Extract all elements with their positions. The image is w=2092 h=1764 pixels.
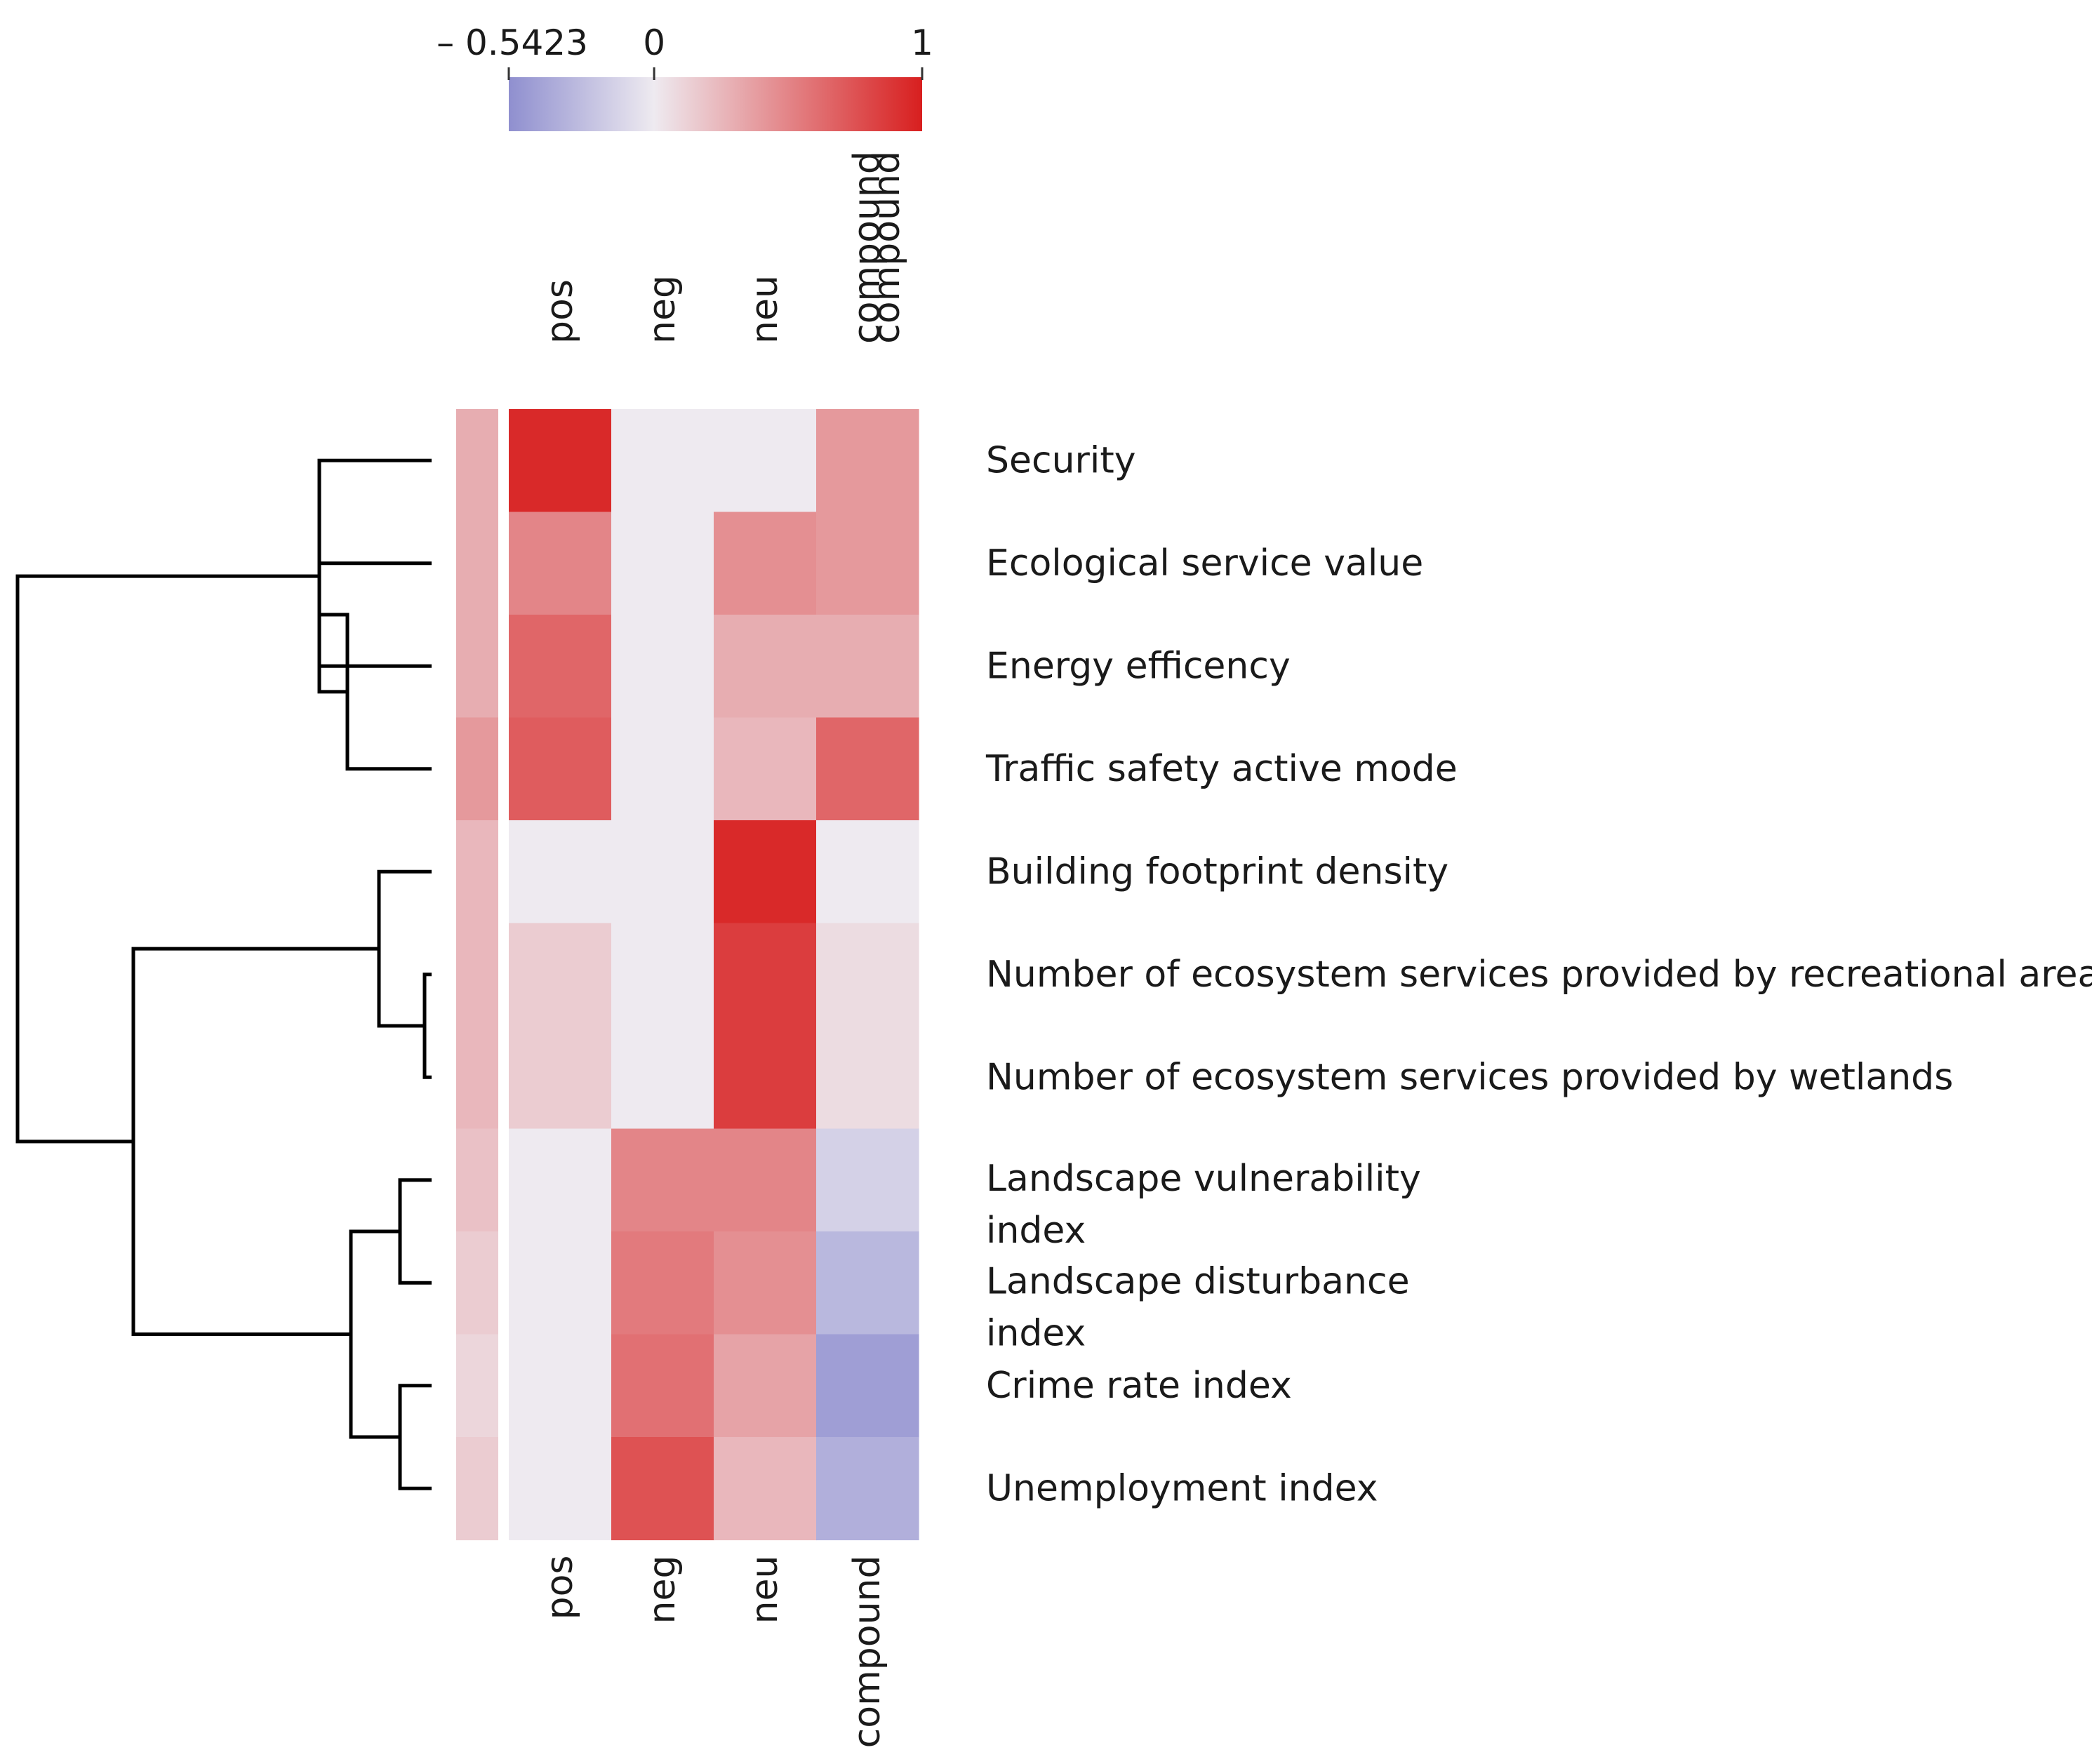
colorbar-label: compound [866,151,908,344]
heatmap-cell [611,1026,714,1130]
heatmap-cell [816,1128,919,1232]
annotation-cell [456,1231,498,1335]
dendrogram-link [15,574,319,1144]
dendrogram-link [317,458,432,694]
annotation-cell [456,820,498,924]
annotation-cell [456,512,498,615]
top-column-labels: pos neg neu compound [539,151,888,344]
column-label-bottom-neg: neg [641,1556,684,1624]
heatmap-cell [816,409,919,513]
row-label: Number of ecosystem services provided by… [986,1056,1953,1098]
column-label-top-neg: neg [641,275,684,344]
colorbar-gradient [509,77,922,131]
dendrogram-link [422,973,432,1079]
row-label: Landscape vulnerability [986,1158,1421,1200]
heatmap-cell [509,1128,612,1232]
colorbar: – 0.5423 0 1 [437,22,933,131]
heatmap-cell [611,820,714,924]
heatmap-cell [509,923,612,1027]
heatmap-cell [714,512,817,615]
heatmap-cell [714,820,817,924]
heatmap-cell [714,717,817,821]
heatmap-cell [816,512,919,615]
heatmap-cell [509,1437,612,1541]
row-label: Building footprint density [986,850,1448,893]
annotation-cell [456,1334,498,1438]
column-label-bottom-pos: pos [539,1556,581,1620]
heatmap-cell [714,1026,817,1130]
heatmap-cell [509,1334,612,1438]
heatmap-cell [714,1231,817,1335]
row-label: Security [986,439,1136,481]
heatmap-cell [714,923,817,1027]
colorbar-ticks: – 0.5423 0 1 [437,22,933,80]
row-label: Unemployment index [986,1467,1378,1509]
heatmap-cell [509,1231,612,1335]
heatmap-cell [611,409,714,513]
heatmap-cell [714,1334,817,1438]
heatmap-cell [509,717,612,821]
heatmap-cell [816,820,919,924]
bottom-column-labels: pos neg neu compound [539,1556,888,1749]
heatmap-cell [714,1128,817,1232]
annotation-cell [456,717,498,821]
dendrogram-link [131,947,379,1336]
heatmap-cell [816,1437,919,1541]
colorbar-tick-label: 0 [643,22,665,63]
column-label-top-pos: pos [539,279,581,344]
heatmap-cell [509,615,612,719]
column-label-top-neu: neu [744,275,786,344]
row-label: Energy efficency [986,645,1291,687]
annotation-cell [456,409,498,513]
row-annotation-strip [456,409,498,1541]
colorbar-tick-label: 1 [911,22,933,63]
annotation-cell [456,923,498,1027]
row-label: Ecological service value [986,542,1423,584]
heatmap-cell [509,820,612,924]
column-label-top-compound: compound [846,151,888,344]
row-labels: Security Ecological service value Energy e… [985,439,2092,1509]
dendrogram-link [398,1384,432,1490]
heatmap-cell [816,1026,919,1130]
row-label: Traffic safety active mode [985,748,1458,790]
heatmap-cell [816,1334,919,1438]
heatmap-cell [509,409,612,513]
column-label-bottom-compound: compound [846,1556,888,1749]
dendrogram-link [349,1229,400,1439]
heatmap-cell [611,615,714,719]
heatmap-cell [816,1231,919,1335]
row-label: Number of ecosystem services provided by… [986,954,2092,996]
heatmap-cell [509,1026,612,1130]
annotation-cell [456,1128,498,1232]
heatmap-cell [611,1231,714,1335]
row-label: Landscape disturbance [986,1260,1410,1302]
row-label: index [986,1210,1086,1252]
row-label: Crime rate index [986,1365,1292,1407]
row-dendrogram [15,458,432,1490]
annotation-cell [456,1026,498,1130]
heatmap-cell [816,923,919,1027]
heatmap-cells [509,409,919,1541]
heatmap-cell [714,1437,817,1541]
heatmap-cell [509,512,612,615]
heatmap-cell [714,615,817,719]
heatmap-cell [611,1437,714,1541]
column-label-bottom-neu: neu [744,1556,786,1624]
heatmap-cell [816,717,919,821]
dendrogram-link [398,1178,432,1285]
heatmap-cell [611,923,714,1027]
heatmap-cell [611,512,714,615]
row-label: index [986,1312,1086,1354]
annotation-cell [456,615,498,719]
annotation-cell [456,1437,498,1541]
heatmap-cell [714,409,817,513]
heatmap-cell [611,1334,714,1438]
heatmap-cell [816,615,919,719]
heatmap-cell [611,1128,714,1232]
heatmap-cell [611,717,714,821]
colorbar-tick-label: – 0.5423 [437,22,588,63]
